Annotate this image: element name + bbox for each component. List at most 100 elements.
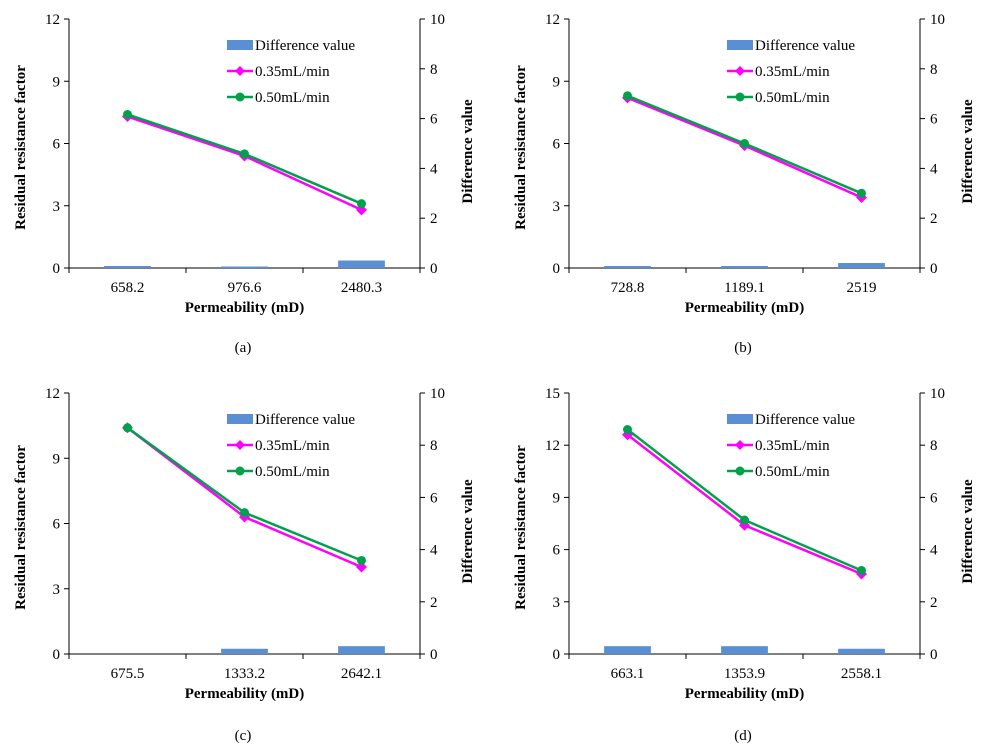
panel-caption: (a) [235, 340, 252, 356]
x-tick-label: 976.6 [228, 280, 262, 296]
y2-tick-label: 6 [430, 112, 438, 128]
x-tick-label: 663.1 [611, 666, 645, 682]
x-axis-title: Permeability (mD) [685, 686, 805, 702]
legend-bar-swatch [727, 414, 753, 424]
y2-tick-label: 8 [930, 62, 938, 78]
panel-caption: (c) [235, 728, 252, 744]
y2-tick-label: 2 [430, 211, 438, 227]
chart-panel-b: 0 3 6 9 12 0 2 4 6 8 10 728.8 1189.1 2519 Permeability… [513, 12, 976, 356]
y2-tick-label: 6 [430, 490, 438, 506]
legend-label-difference: Difference value [255, 38, 355, 54]
x-tick-label: 2642.1 [341, 666, 382, 682]
y-tick-label: 6 [53, 137, 61, 153]
y-tick-label: 0 [53, 647, 61, 663]
x-axis-title: Permeability (mD) [185, 686, 305, 702]
legend-marker-diamond [735, 66, 745, 76]
difference-bar [604, 646, 651, 654]
y2-tick-label: 10 [430, 12, 445, 28]
difference-bar [221, 266, 268, 268]
x-tick-label: 658.2 [111, 280, 145, 296]
y2-axis-title: Difference value [960, 479, 976, 584]
y-axis-title: Residual resistance factor [513, 65, 529, 230]
y-tick-label: 12 [545, 438, 560, 454]
legend-label-series: 0.35mL/min [755, 64, 830, 80]
point-050 [857, 565, 866, 575]
legend-label-difference: Difference value [755, 38, 855, 54]
series-line-035 [127, 115, 363, 212]
legend-label-series: 0.50mL/min [255, 90, 330, 106]
difference-bar [838, 263, 885, 268]
panel-caption: (b) [734, 340, 752, 356]
y2-tick-label: 4 [930, 161, 938, 177]
difference-bar [338, 646, 385, 654]
point-050 [357, 555, 366, 565]
difference-bar [604, 266, 651, 268]
legend-marker-circle [735, 92, 745, 102]
y2-tick-label: 8 [930, 438, 938, 454]
y2-tick-label: 4 [430, 161, 438, 177]
point-050 [240, 149, 249, 159]
y-tick-label: 0 [553, 647, 561, 663]
chart-panel-a: 0 3 6 9 12 0 2 4 6 8 10 658.2 976.6 2480.3 Permeabilit… [13, 12, 476, 356]
x-tick-label: 1353.9 [724, 666, 765, 682]
point-050 [240, 508, 249, 518]
y2-tick-label: 10 [930, 12, 945, 28]
point-050 [740, 515, 749, 525]
y-tick-label: 9 [553, 74, 561, 90]
x-tick-label: 1333.2 [224, 666, 265, 682]
difference-bar [721, 266, 768, 268]
difference-bar [104, 266, 151, 268]
point-050 [623, 91, 632, 101]
x-tick-label: 2558.1 [841, 666, 882, 682]
difference-bar [338, 260, 385, 268]
y2-tick-label: 4 [930, 543, 938, 559]
legend: Difference value 0.35mL/min 0.50mL/min [727, 38, 855, 106]
y-tick-label: 3 [553, 199, 561, 215]
point-035 [356, 561, 367, 573]
legend-label-series: 0.35mL/min [255, 64, 330, 80]
y-tick-label: 12 [45, 12, 60, 28]
y2-tick-label: 2 [930, 595, 938, 611]
point-050 [623, 425, 632, 435]
y2-axis-title: Difference value [960, 99, 976, 204]
y-tick-label: 6 [553, 137, 561, 153]
y2-axis-title: Difference value [460, 99, 476, 204]
point-050 [740, 139, 749, 148]
y2-tick-label: 0 [930, 261, 938, 277]
y-axis-title: Residual resistance factor [513, 445, 529, 610]
y-tick-label: 3 [53, 582, 61, 598]
y-axis-title: Residual resistance factor [13, 65, 29, 230]
point-050 [123, 109, 132, 119]
y-tick-label: 3 [53, 199, 61, 215]
difference-bar [838, 648, 885, 654]
y2-tick-label: 0 [430, 261, 438, 277]
point-050 [857, 188, 866, 198]
legend-marker-diamond [735, 440, 745, 450]
y2-tick-label: 8 [430, 62, 438, 78]
y-tick-label: 15 [545, 386, 560, 402]
point-050 [357, 199, 366, 209]
legend: Difference value 0.35mL/min 0.50mL/min [227, 412, 355, 480]
x-tick-label: 675.5 [111, 666, 145, 682]
x-tick-label: 2480.3 [341, 280, 382, 296]
legend: Difference value 0.35mL/min 0.50mL/min [727, 412, 855, 480]
legend-label-series: 0.35mL/min [755, 438, 830, 454]
y-tick-label: 12 [45, 386, 60, 402]
y2-tick-label: 6 [930, 490, 938, 506]
legend-label-series: 0.35mL/min [255, 438, 330, 454]
y-tick-label: 0 [553, 261, 561, 277]
y-tick-label: 12 [545, 12, 560, 28]
y2-tick-label: 10 [430, 386, 445, 402]
y2-tick-label: 2 [430, 595, 438, 611]
legend-label-series: 0.50mL/min [755, 90, 830, 106]
difference-bar [721, 646, 768, 654]
legend-marker-circle [735, 466, 745, 476]
y2-tick-label: 0 [930, 647, 938, 663]
y2-tick-label: 0 [430, 647, 438, 663]
y-tick-label: 9 [553, 490, 561, 506]
y-tick-label: 0 [53, 261, 61, 277]
legend-marker-circle [235, 92, 245, 102]
legend-label-difference: Difference value [255, 412, 355, 428]
legend-bar-swatch [227, 40, 253, 50]
